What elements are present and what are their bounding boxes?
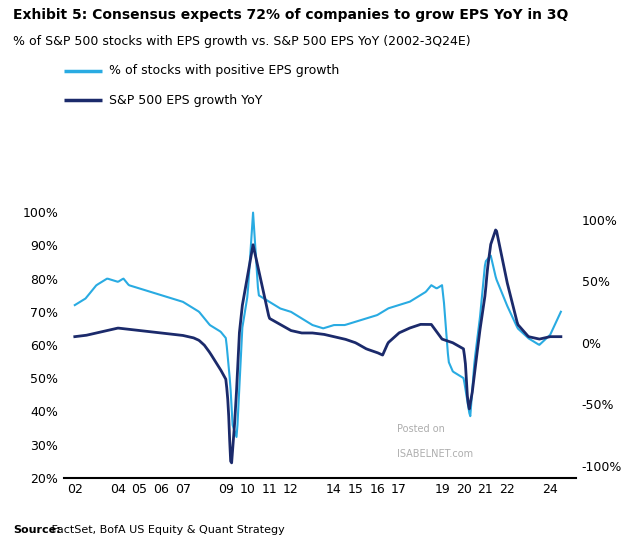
Text: % of stocks with positive EPS growth: % of stocks with positive EPS growth (109, 64, 339, 77)
Text: S&P 500 EPS growth YoY: S&P 500 EPS growth YoY (109, 94, 262, 107)
Text: Source:: Source: (13, 525, 60, 535)
Text: % of S&P 500 stocks with EPS growth vs. S&P 500 EPS YoY (2002-3Q24E): % of S&P 500 stocks with EPS growth vs. … (13, 35, 470, 48)
Text: Exhibit 5: Consensus expects 72% of companies to grow EPS YoY in 3Q: Exhibit 5: Consensus expects 72% of comp… (13, 8, 568, 22)
Text: ISABELNET.com: ISABELNET.com (397, 449, 473, 459)
Text: FactSet, BofA US Equity & Quant Strategy: FactSet, BofA US Equity & Quant Strategy (48, 525, 285, 535)
Text: Posted on: Posted on (397, 425, 445, 434)
